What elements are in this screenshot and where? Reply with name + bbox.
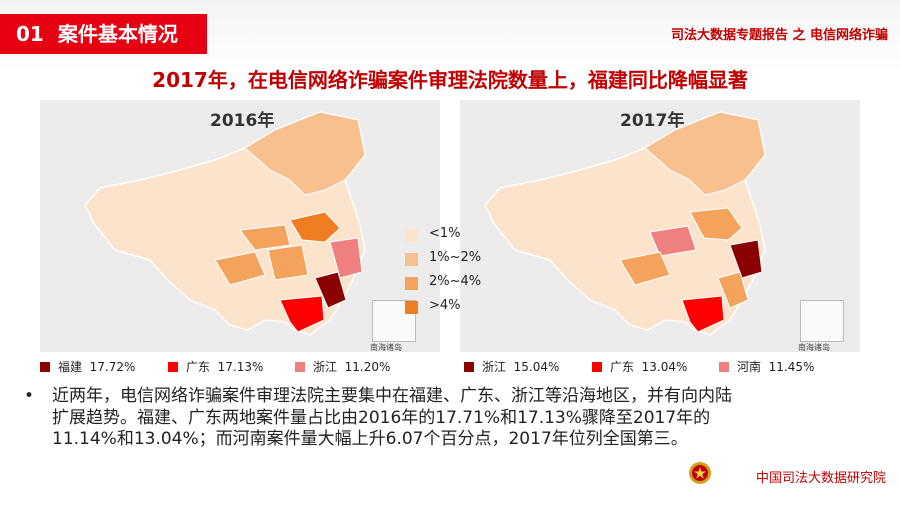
top3-swatch — [168, 362, 178, 372]
region-zhejiang-2016 — [329, 237, 363, 279]
top3-value: 11.20% — [344, 360, 391, 374]
map-year-2016: 2016年 — [210, 111, 275, 131]
top3-swatch — [295, 362, 305, 372]
region-jiangsu — [289, 211, 341, 243]
region-fujian-2016 — [314, 271, 347, 309]
south-sea-caption: 南海诸岛 — [370, 343, 402, 352]
top3-value: 17.72% — [89, 360, 136, 374]
top3-item: 浙江 11.20% — [295, 358, 390, 375]
top3-swatch — [592, 362, 602, 372]
legend-label: 1%~2% — [429, 250, 482, 265]
region-hubei — [267, 244, 309, 281]
region-henan-2017 — [649, 225, 697, 257]
top3-name: 浙江 — [313, 360, 338, 374]
region-northeast-2017 — [644, 111, 766, 196]
region-guangdong-2016 — [279, 295, 325, 333]
report-title: 司法大数据专题报告 之 电信网络诈骗 — [670, 28, 888, 43]
region-jiangsu-2017 — [689, 207, 743, 241]
legend-swatch — [405, 277, 418, 290]
region-sichuan — [214, 251, 266, 286]
region-northeast — [244, 111, 366, 196]
top3-value: 13.04% — [641, 360, 688, 374]
court-emblem-icon — [689, 462, 711, 484]
south-sea-inset-2017 — [800, 300, 844, 342]
region-henan — [239, 224, 291, 251]
region-fujian-2017 — [717, 271, 749, 309]
top3-value: 17.13% — [217, 360, 264, 374]
top3-name: 广东 — [610, 360, 635, 374]
china-map-2017 — [484, 111, 766, 336]
top3-name: 浙江 — [482, 360, 507, 374]
top3-swatch — [464, 362, 474, 372]
legend-swatch — [405, 229, 418, 242]
section-title: 案件基本情况 — [57, 22, 178, 46]
top3-item: 浙江 15.04% — [464, 358, 559, 375]
section-number: 01 — [16, 22, 44, 46]
summary-line: 扩展趋势。福建、广东两地案件量占比由2016年的17.71%和17.13%骤降至… — [52, 407, 711, 428]
south-sea-caption-2017: 南海诸岛 — [798, 343, 830, 352]
footer-organization: 中国司法大数据研究院 — [755, 471, 886, 486]
top3-swatch — [40, 362, 50, 372]
map-card-2017: 2017年 南海诸岛 — [460, 100, 860, 352]
region-sichuan-2017 — [619, 251, 671, 286]
headline: 2017年，在电信网络诈骗案件审理法院数量上，福建同比降幅显著 — [152, 68, 748, 92]
top3-name: 广东 — [186, 360, 211, 374]
map-card-2016: 2016年 南海诸岛 — [40, 100, 440, 352]
map-year-2017: 2017年 — [620, 111, 685, 131]
top3-value: 11.45% — [768, 360, 815, 374]
top3-item: 福建 17.72% — [40, 358, 135, 375]
legend-swatch — [405, 253, 418, 266]
top3-swatch — [719, 362, 729, 372]
summary-line: 11.14%和13.04%；而河南案件量大幅上升6.07个百分点，2017年位列… — [52, 429, 688, 449]
south-sea-inset — [372, 300, 416, 342]
top3-name: 福建 — [58, 360, 83, 374]
top3-item: 河南 11.45% — [719, 358, 814, 375]
bullet-marker: • — [24, 386, 35, 406]
legend-label: <1% — [429, 226, 461, 241]
region-zhejiang-2017 — [729, 239, 763, 279]
china-map-2016 — [84, 111, 366, 336]
top3-item: 广东 17.13% — [168, 358, 263, 375]
top3-name: 河南 — [737, 360, 762, 374]
legend-label: >4% — [429, 298, 461, 313]
legend-swatch — [405, 301, 418, 314]
summary-line: 近两年，电信网络诈骗案件审理法院主要集中在福建、广东、浙江等沿海地区，并有向内陆 — [52, 386, 732, 406]
region-guangdong-2017 — [681, 295, 725, 333]
section-tag: 01 案件基本情况 — [0, 14, 207, 54]
top3-value: 15.04% — [513, 360, 560, 374]
summary-text: 近两年，电信网络诈骗案件审理法院主要集中在福建、广东、浙江等沿海地区，并有向内陆… — [52, 386, 882, 451]
top3-item: 广东 13.04% — [592, 358, 687, 375]
legend-label: 2%~4% — [429, 274, 482, 289]
